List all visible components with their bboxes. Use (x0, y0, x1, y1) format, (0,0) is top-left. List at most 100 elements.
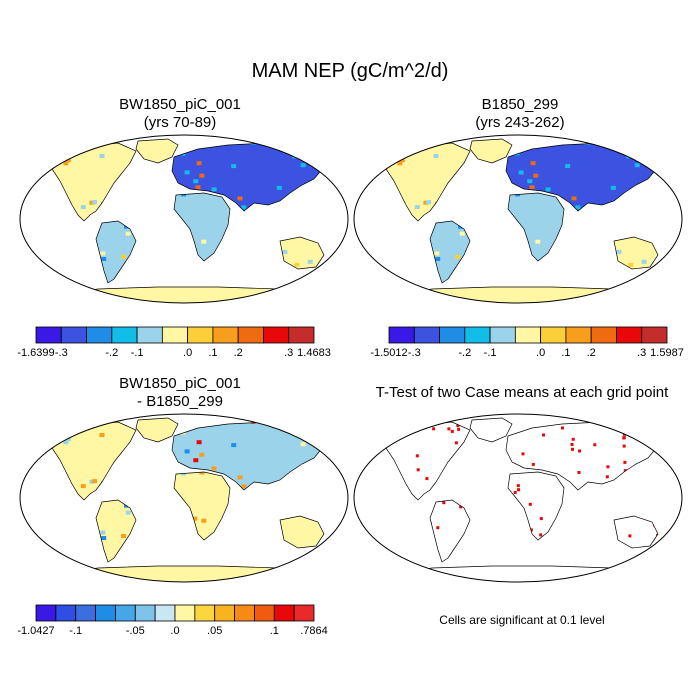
field-cell (46, 161, 51, 165)
land-southAmerica (96, 221, 136, 283)
field-cell (337, 179, 342, 183)
significant-cell (390, 422, 393, 425)
colorbar-label: .1 (561, 347, 570, 359)
land-antarctica (58, 287, 318, 303)
field-cell (292, 581, 297, 585)
field-cell (357, 255, 362, 259)
field-cell (317, 572, 322, 576)
significant-cell (393, 420, 396, 423)
coastline-greenland (135, 417, 179, 443)
field-cell (320, 583, 325, 587)
field-cell (616, 304, 621, 308)
significant-cell (521, 452, 525, 456)
land-africa (508, 193, 564, 261)
coastline-greenland (469, 417, 513, 443)
field-cell (218, 575, 224, 580)
significant-cell (658, 575, 661, 578)
field-cell (565, 164, 571, 169)
field-cell (193, 458, 199, 463)
significant-cell (606, 465, 610, 469)
field-cell (112, 412, 117, 416)
field-cell (311, 437, 316, 441)
field-cell (341, 443, 346, 447)
field-cell (342, 432, 347, 436)
field-cell (193, 179, 199, 184)
field-cell (134, 301, 140, 303)
field-cell (22, 469, 27, 473)
field-cell (323, 299, 328, 303)
field-cell (358, 146, 363, 150)
field-cell (34, 279, 39, 283)
field-cell (307, 142, 312, 146)
field-cell (307, 421, 312, 425)
field-cell (467, 301, 472, 305)
field-cell (23, 534, 28, 538)
significant-cell (404, 433, 407, 436)
significant-cell (661, 426, 664, 429)
significant-cell (648, 580, 651, 583)
field-cell (289, 567, 294, 571)
significant-cell (428, 578, 431, 581)
field-cell (682, 279, 687, 283)
field-cell (616, 249, 622, 254)
field-cell (389, 297, 394, 301)
field-cell (35, 439, 40, 443)
field-cell (330, 570, 335, 574)
field-cell (92, 479, 98, 484)
field-cell (145, 304, 150, 308)
significant-cell (403, 567, 406, 570)
field-cell (59, 137, 64, 141)
land-northAmerica (46, 422, 136, 500)
field-cell (279, 418, 284, 422)
field-cell (40, 429, 45, 433)
field-cell (467, 302, 472, 306)
field-cell (353, 289, 358, 293)
field-cell (645, 280, 650, 284)
significant-cell (353, 451, 356, 454)
field-cell (44, 292, 49, 296)
field-cell (356, 302, 361, 306)
field-cell (74, 134, 79, 138)
field-cell (338, 255, 343, 259)
field-cell (295, 420, 300, 424)
significant-cell (663, 554, 666, 557)
field-cell (327, 425, 332, 429)
panel-title-diff-line1: BW1850_piC_001 (119, 375, 241, 392)
field-cell (293, 428, 298, 432)
field-cell (325, 276, 330, 280)
significant-cell (630, 419, 633, 422)
field-cell (91, 296, 96, 300)
land-southAmerica (96, 500, 136, 562)
significant-cell (377, 577, 380, 580)
field-cell (415, 288, 420, 292)
field-cell (641, 142, 646, 146)
field-cell (25, 161, 30, 165)
field-cell (73, 136, 78, 140)
field-cell (190, 577, 196, 582)
significant-cell (392, 438, 395, 441)
significant-cell (353, 466, 356, 469)
land-northAmerica (380, 422, 470, 500)
significant-cell (415, 583, 418, 586)
field-cell (645, 155, 650, 159)
field-cell (331, 429, 336, 433)
field-cell (314, 150, 319, 154)
field-cell (45, 137, 50, 141)
field-cell (133, 302, 138, 306)
field-cell (405, 291, 410, 295)
significant-cell (447, 427, 451, 431)
field-cell (324, 144, 329, 148)
colorbar-box (413, 326, 440, 344)
field-cell (32, 436, 37, 440)
field-cell (31, 540, 36, 544)
significant-cell (400, 579, 403, 582)
field-cell (38, 137, 43, 141)
field-cell (650, 142, 655, 146)
significant-cell (667, 453, 670, 456)
land-australia (614, 237, 658, 269)
field-cell (446, 133, 451, 137)
field-cell (339, 583, 344, 587)
field-cell (80, 205, 86, 210)
field-cell (364, 299, 369, 303)
significant-cell (456, 424, 460, 428)
